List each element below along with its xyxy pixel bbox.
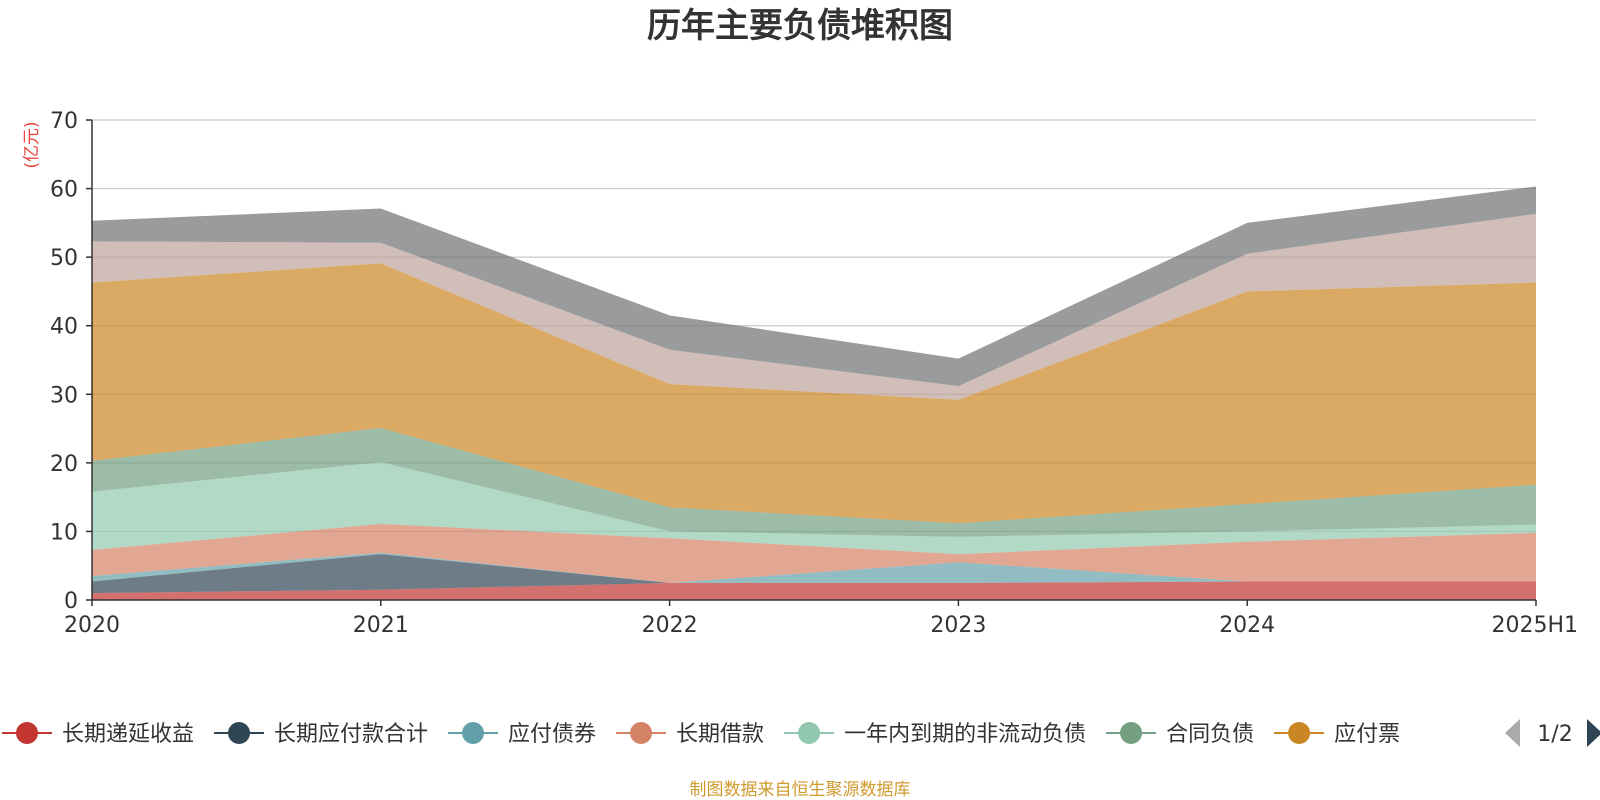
legend-item-应付债券[interactable]: 应付债券	[448, 722, 596, 747]
area-长期借款	[92, 523, 1536, 583]
legend-marker	[1288, 722, 1311, 744]
legend-item-一年内到期的非流动负债[interactable]: 一年内到期的非流动负债	[784, 722, 1086, 747]
legend-label: 一年内到期的非流动负债	[844, 722, 1086, 747]
legend-item-合同负债[interactable]: 合同负债	[1106, 722, 1254, 747]
y-tick-label: 0	[64, 589, 78, 614]
legend-label: 应付债券	[508, 722, 596, 747]
legend: 长期递延收益 长期应付款合计 应付债券 长期借款 一年内到期的非流动负债 合同负债 应付票 1…	[2, 719, 1600, 747]
x-tick-label: 2020	[64, 613, 120, 638]
y-tick-label: 40	[50, 315, 78, 340]
x-tick-label: 2025H1	[1491, 613, 1578, 638]
area-一年内到期的非流动负债	[92, 462, 1536, 555]
legend-label: 长期应付款合计	[274, 722, 428, 747]
area-长期应付款合计	[92, 554, 1536, 594]
y-tick-label: 60	[50, 178, 78, 203]
y-tick-label: 70	[50, 109, 78, 134]
legend-label: 长期借款	[676, 722, 764, 747]
legend-item-长期递延收益[interactable]: 长期递延收益	[2, 722, 194, 747]
y-tick-label: 30	[50, 383, 78, 408]
data-source-note: 制图数据来自恒生聚源数据库	[690, 780, 911, 800]
y-tick-label: 20	[50, 452, 78, 477]
legend-marker	[798, 722, 821, 744]
y-tick-label: 10	[50, 520, 78, 545]
legend-marker	[228, 722, 251, 744]
legend-label: 应付票	[1334, 722, 1400, 747]
area-其他	[92, 186, 1536, 387]
legend-label: 合同负债	[1166, 722, 1254, 747]
legend-item-应付票[interactable]: 应付票	[1274, 722, 1400, 747]
legend-marker	[16, 722, 38, 744]
legend-marker	[630, 722, 653, 744]
area-应付债券	[92, 552, 1536, 583]
legend-next-icon[interactable]	[1587, 719, 1600, 747]
chart-title: 历年主要负债堆积图	[647, 6, 953, 46]
y-axis-unit: (亿元)	[22, 121, 42, 168]
legend-label: 长期递延收益	[62, 722, 194, 747]
legend-marker	[1120, 722, 1143, 744]
x-tick-label: 2023	[930, 613, 986, 638]
legend-prev-icon[interactable]	[1505, 719, 1520, 747]
x-tick-label: 2022	[642, 613, 698, 638]
axes: 0 10 20 30 40 50 60 70 2020 2021 2022 2023 2024 2025H…	[50, 109, 1578, 638]
area-series	[92, 186, 1536, 600]
legend-page-indicator: 1/2	[1537, 722, 1572, 747]
y-tick-label: 50	[50, 246, 78, 271]
x-tick-label: 2021	[353, 613, 409, 638]
area-长期递延收益	[92, 581, 1536, 600]
area-应付票据	[92, 263, 1536, 524]
area-合同负债	[92, 427, 1536, 537]
legend-marker	[462, 722, 485, 744]
legend-item-长期借款[interactable]: 长期借款	[616, 722, 764, 747]
x-tick-label: 2024	[1219, 613, 1275, 638]
legend-item-长期应付款合计[interactable]: 长期应付款合计	[214, 722, 428, 747]
